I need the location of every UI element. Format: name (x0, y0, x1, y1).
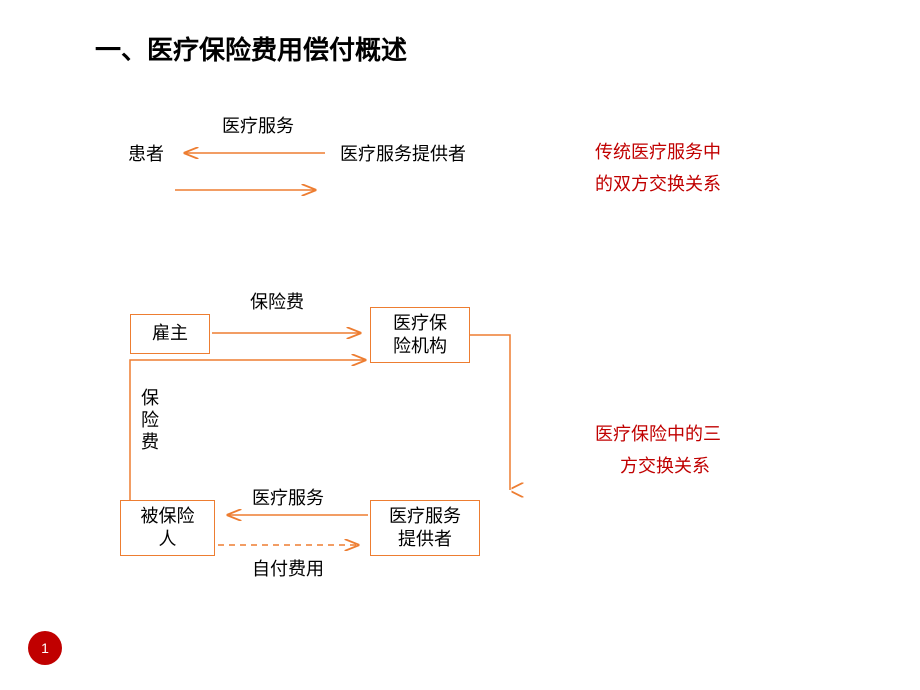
employer-box: 雇主 (130, 314, 210, 354)
premium-v-label: 保险费 (136, 388, 162, 454)
page-number-badge: 1 (28, 631, 62, 665)
arrow-insured-up-line (125, 370, 135, 500)
arrow-insured-to-provider-dashed (218, 540, 368, 550)
page-title: 一、医疗保险费用偿付概述 (95, 30, 407, 67)
service-label: 医疗服务 (252, 484, 324, 510)
arrow-service-to-patient (175, 148, 325, 158)
copay-label: 自付费用 (252, 555, 324, 581)
premium-h-label: 保险费 (250, 288, 304, 314)
top-caption-1: 传统医疗服务中 (595, 138, 721, 164)
arrow-employer-to-insurer (212, 328, 370, 338)
insurer-box: 医疗保 险机构 (370, 307, 470, 363)
top-caption-2: 的双方交换关系 (595, 170, 721, 196)
provider-box: 医疗服务 提供者 (370, 500, 480, 556)
arrow-patient-to-provider (175, 185, 325, 195)
top-arrow-label: 医疗服务 (222, 112, 294, 138)
bottom-caption-1: 医疗保险中的三 (595, 420, 721, 446)
insured-box: 被保险 人 (120, 500, 215, 556)
arrow-insured-to-insurer (125, 355, 375, 375)
patient-label: 患者 (128, 140, 164, 166)
top-provider-label: 医疗服务提供者 (340, 140, 466, 166)
arrow-insurer-to-provider (470, 330, 520, 505)
arrow-provider-to-insured (218, 510, 368, 520)
bottom-caption-2: 方交换关系 (620, 452, 710, 478)
